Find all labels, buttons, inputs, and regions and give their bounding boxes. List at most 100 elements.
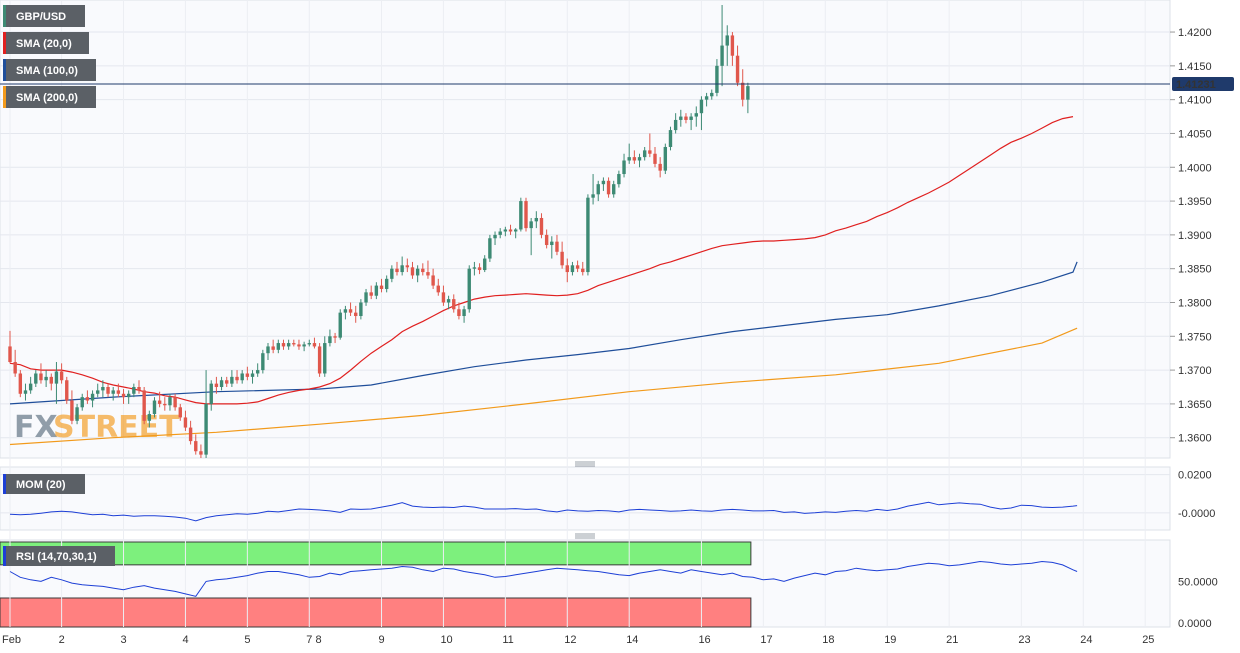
- date-tick-label: 12: [564, 634, 576, 646]
- candle-body: [204, 403, 208, 455]
- candle-body: [679, 116, 683, 120]
- candle-body: [44, 376, 48, 381]
- candle-body: [369, 292, 373, 296]
- candle-body: [147, 414, 152, 421]
- candle-body: [637, 157, 642, 161]
- legend-sma200[interactable]: SMA (200,0): [3, 86, 96, 108]
- legend-symbol[interactable]: GBP/USD: [3, 5, 85, 27]
- candle-body: [586, 197, 590, 273]
- candle-body: [591, 194, 595, 198]
- candle-body: [49, 376, 53, 384]
- candle-body: [529, 221, 533, 229]
- candle-body: [121, 393, 126, 398]
- date-tick-label: 21: [946, 634, 958, 646]
- legend-mom[interactable]: MOM (20): [3, 474, 85, 494]
- candle-body: [627, 157, 631, 161]
- candle-body: [152, 400, 157, 415]
- candle-body: [39, 373, 43, 381]
- rsi-tick-label: 0.0000: [1178, 618, 1212, 630]
- price-tick-label: 1.3950: [1178, 196, 1212, 208]
- price-tick-label: 1.3900: [1178, 230, 1212, 242]
- candle-body: [142, 390, 146, 421]
- candle-body: [539, 217, 544, 235]
- candle-body: [209, 383, 213, 404]
- candle-body: [292, 343, 296, 345]
- candle-body: [328, 336, 332, 344]
- sma200-line: [9, 327, 1078, 446]
- svg-text:SMA (100,0): SMA (100,0): [16, 65, 78, 77]
- candles: [8, 5, 750, 458]
- candle-body: [126, 393, 131, 398]
- candle-body: [183, 417, 188, 428]
- date-tick-label: 23: [1018, 634, 1030, 646]
- date-tick-label: 19: [884, 634, 896, 646]
- candle-body: [250, 373, 255, 377]
- candle-body: [684, 116, 688, 120]
- candle-body: [720, 45, 724, 66]
- candle-body: [59, 371, 64, 381]
- date-tick-label: 17: [760, 634, 772, 646]
- rsi-axis: 50.0000 0.0000: [1178, 576, 1218, 629]
- price-tick-label: 1.4200: [1178, 27, 1212, 39]
- candle-body: [194, 441, 198, 452]
- candle-body: [689, 116, 693, 120]
- candle-body: [565, 265, 569, 273]
- candle-body: [431, 275, 435, 286]
- candle-body: [462, 309, 466, 317]
- date-tick-label: 4: [182, 634, 188, 646]
- candle-body: [648, 150, 652, 154]
- candle-body: [534, 217, 539, 222]
- date-tick-label: 3: [121, 634, 127, 646]
- candle-body: [746, 86, 750, 100]
- candle-body: [710, 92, 714, 97]
- mom-panel: [0, 466, 1171, 531]
- candle-body: [457, 309, 461, 317]
- candle-body: [694, 113, 698, 117]
- candle-body: [28, 383, 33, 391]
- candle-body: [622, 160, 626, 175]
- candle-body: [297, 344, 301, 347]
- candle-body: [101, 387, 105, 391]
- candle-body: [663, 146, 668, 171]
- candle-body: [348, 309, 353, 313]
- main-panel: [0, 0, 1171, 459]
- candle-body: [323, 343, 327, 374]
- candle-body: [483, 258, 487, 271]
- candle-body: [503, 229, 508, 232]
- candle-body: [23, 390, 28, 394]
- svg-text:SMA (20,0): SMA (20,0): [16, 38, 72, 50]
- candle-body: [276, 343, 281, 350]
- candle-body: [266, 346, 270, 354]
- date-tick-label: 16: [698, 634, 710, 646]
- candle-body: [405, 265, 410, 268]
- candle-body: [80, 397, 84, 408]
- candle-body: [163, 403, 167, 406]
- legend-sma100[interactable]: SMA (100,0): [3, 59, 96, 81]
- date-tick-label: 25: [1142, 634, 1154, 646]
- legend-rsi[interactable]: RSI (14,70,30,1): [3, 546, 115, 566]
- candle-body: [245, 373, 250, 377]
- candle-body: [307, 343, 311, 345]
- candle-body: [255, 370, 260, 374]
- candle-body: [699, 99, 704, 114]
- mom-tick-label: -0.0000: [1178, 508, 1215, 520]
- panel-splitter-1[interactable]: [575, 461, 595, 467]
- candle-body: [642, 150, 647, 158]
- candle-body: [601, 180, 606, 185]
- legend-sma20[interactable]: SMA (20,0): [3, 32, 89, 54]
- candle-body: [581, 268, 585, 273]
- mom-axis: 0.0200 -0.0000: [1178, 470, 1215, 520]
- candle-body: [452, 299, 456, 310]
- candle-body: [240, 373, 244, 381]
- candle-body: [281, 343, 286, 347]
- candle-body: [555, 241, 559, 252]
- date-tick-label: 24: [1080, 634, 1092, 646]
- candle-body: [735, 55, 740, 83]
- candle-body: [34, 373, 38, 384]
- candle-body: [410, 267, 415, 276]
- date-tick-label: 14: [626, 634, 638, 646]
- candle-body: [235, 376, 239, 381]
- candle-body: [730, 35, 735, 56]
- watermark-fx: FX: [14, 410, 58, 445]
- panel-splitter-2[interactable]: [575, 533, 595, 539]
